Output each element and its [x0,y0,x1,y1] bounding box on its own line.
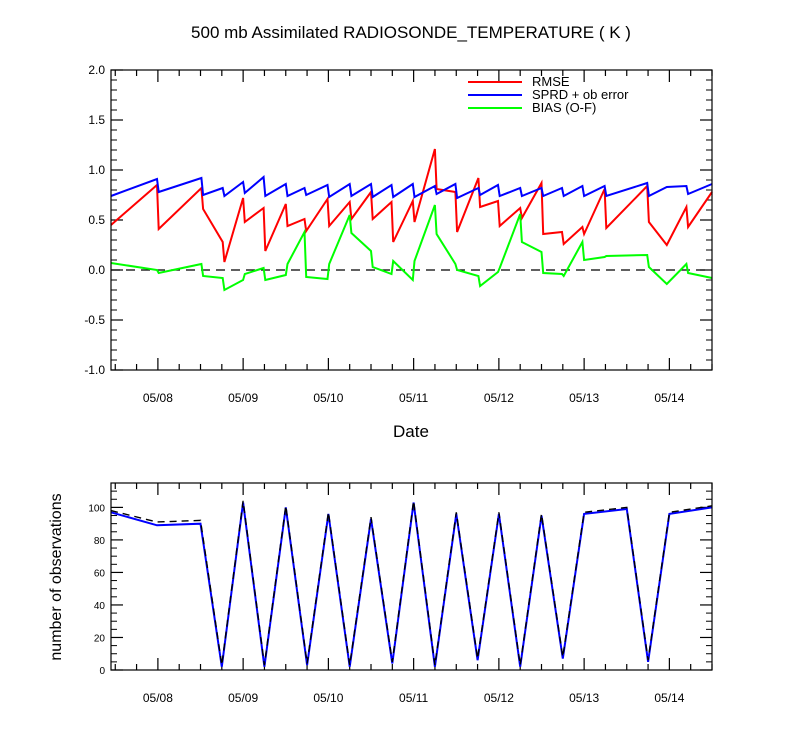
y-tick-label: -0.5 [84,313,105,327]
y-tick-label: -1.0 [84,363,105,377]
x-tick-label: 05/12 [484,691,514,705]
plot-frame [110,69,713,371]
rmse-chart: 500 mb Assimilated RADIOSONDE_TEMPERATUR… [84,23,713,441]
x-tick-label: 05/12 [484,391,514,405]
rmse-series-line [110,148,713,263]
x-tick-label: 05/08 [143,391,173,405]
y-tick-label: 0 [99,666,105,677]
x-tick-label: 05/09 [228,391,258,405]
legend-label: BIAS (O-F) [532,100,596,115]
x-tick-label: 05/13 [569,391,599,405]
observations-series-line [110,500,713,666]
y-tick-label: 60 [94,568,106,579]
x-tick-label: 05/13 [569,691,599,705]
x-tick-label: 05/11 [399,391,428,405]
sprd-ob-error-series-line [110,174,713,200]
y-tick-label: 40 [94,601,106,612]
x-tick-label: 05/08 [143,691,173,705]
x-tick-label: 05/10 [313,391,343,405]
y-tick-label: 80 [94,536,106,547]
legend-label: SPRD + ob error [532,87,629,102]
x-tick-label: 05/10 [313,691,343,705]
plot-frame [110,482,713,671]
y-tick-label: 1.0 [88,163,105,177]
y-axis-label: number of observations [48,493,65,660]
x-tick-label: 05/11 [399,691,428,705]
bias-o-f-series-line [110,204,713,292]
x-axis-label: Date [393,422,429,441]
x-tick-label: 05/14 [654,691,684,705]
y-tick-label: 20 [94,633,106,644]
observations-chart: 0 20 40 60 80 100 05/08 05/09 05/10 05/11 05/12 05/… [48,482,713,705]
x-tick-label: 05/09 [228,691,258,705]
y-tick-label: 100 [88,503,105,514]
y-tick-label: 0.5 [88,213,105,227]
legend-label: RMSE [532,74,570,89]
y-tick-label: 0.0 [88,263,105,277]
y-tick-label: 1.5 [88,113,105,127]
y-tick-label: 2.0 [88,63,105,77]
x-tick-label: 05/14 [654,391,684,405]
chart-title: 500 mb Assimilated RADIOSONDE_TEMPERATUR… [191,23,631,42]
